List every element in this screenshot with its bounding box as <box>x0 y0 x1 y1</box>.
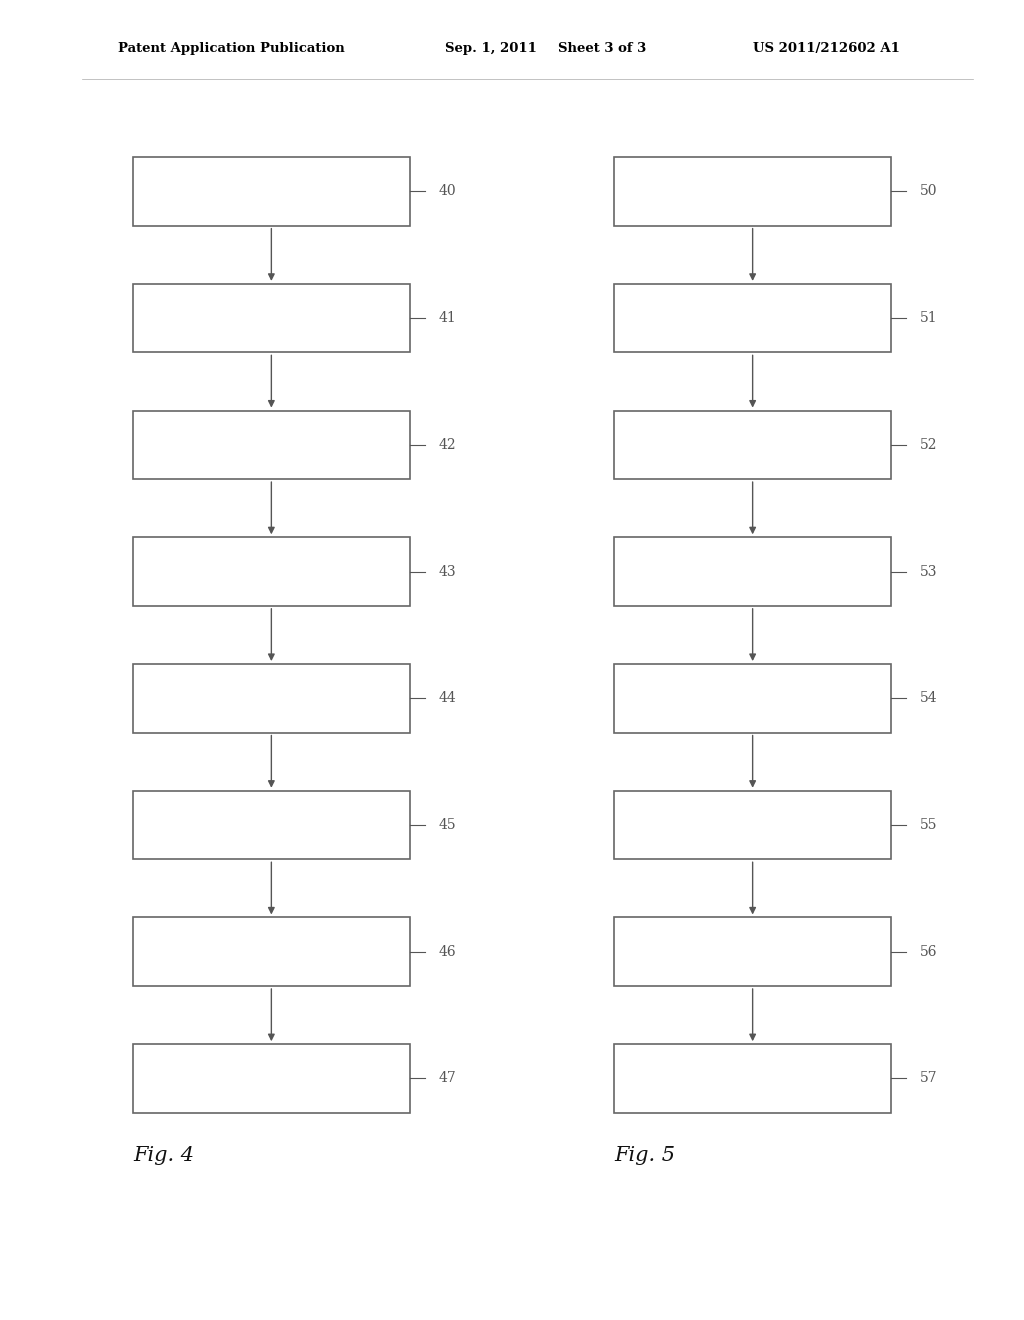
Bar <box>133 284 410 352</box>
Text: 55: 55 <box>920 818 937 832</box>
Text: 57: 57 <box>920 1072 937 1085</box>
Bar <box>614 664 891 733</box>
Text: 50: 50 <box>920 185 937 198</box>
Bar <box>614 157 891 226</box>
Bar <box>133 411 410 479</box>
Text: 52: 52 <box>920 438 937 451</box>
Bar <box>133 917 410 986</box>
Text: Fig. 4: Fig. 4 <box>133 1146 195 1164</box>
Text: 45: 45 <box>438 818 456 832</box>
Bar <box>614 1044 891 1113</box>
Text: Fig. 5: Fig. 5 <box>614 1146 676 1164</box>
Bar <box>133 1044 410 1113</box>
Bar <box>133 157 410 226</box>
Text: Sep. 1, 2011: Sep. 1, 2011 <box>445 42 538 55</box>
Bar <box>133 791 410 859</box>
Bar <box>133 537 410 606</box>
Text: 46: 46 <box>438 945 456 958</box>
Text: 51: 51 <box>920 312 937 325</box>
Text: 41: 41 <box>438 312 456 325</box>
Text: 54: 54 <box>920 692 937 705</box>
Text: Sheet 3 of 3: Sheet 3 of 3 <box>558 42 646 55</box>
Text: 53: 53 <box>920 565 937 578</box>
Bar <box>614 917 891 986</box>
Bar <box>614 537 891 606</box>
Text: US 2011/212602 A1: US 2011/212602 A1 <box>753 42 899 55</box>
Text: 42: 42 <box>438 438 456 451</box>
Bar <box>614 284 891 352</box>
Bar <box>614 411 891 479</box>
Text: 43: 43 <box>438 565 456 578</box>
Bar <box>133 664 410 733</box>
Text: 47: 47 <box>438 1072 456 1085</box>
Text: 40: 40 <box>438 185 456 198</box>
Text: Patent Application Publication: Patent Application Publication <box>118 42 344 55</box>
Bar <box>614 791 891 859</box>
Text: 56: 56 <box>920 945 937 958</box>
Text: 44: 44 <box>438 692 456 705</box>
